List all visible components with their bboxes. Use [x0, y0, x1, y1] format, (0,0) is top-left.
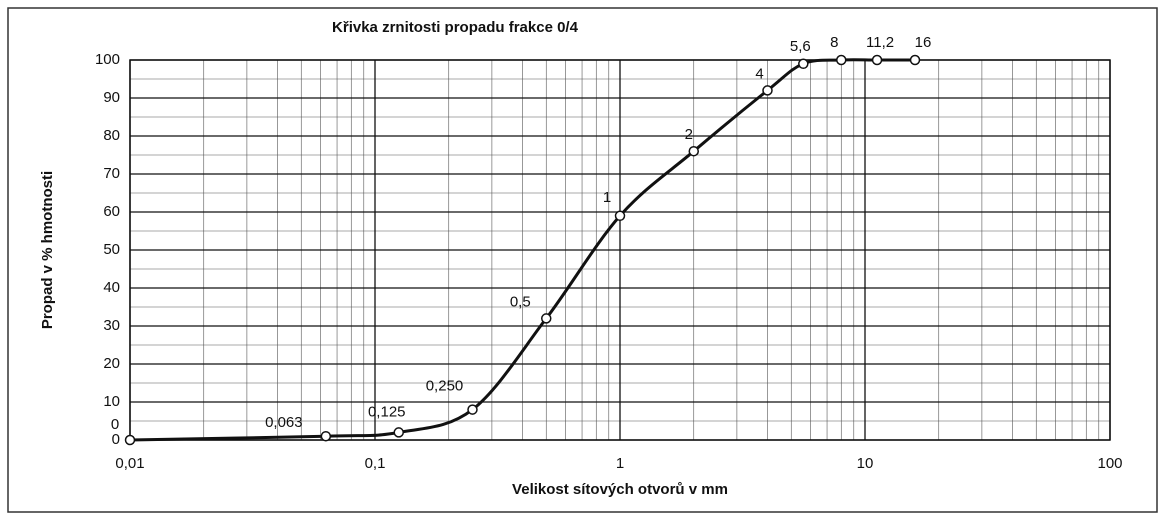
data-point	[467, 404, 478, 415]
y-tick-label: 70	[103, 165, 120, 182]
data-point	[762, 85, 773, 96]
y-tick-label: 30	[103, 317, 120, 334]
point-label: 0,250	[426, 378, 464, 395]
y-tick-label: 100	[95, 51, 120, 68]
point-label: 11,2	[866, 34, 894, 51]
data-point	[124, 434, 136, 446]
point-label: 1	[603, 189, 611, 206]
y-tick-label: 10	[103, 393, 120, 410]
data-point	[320, 430, 332, 442]
chart-title: Křivka zrnitosti propadu frakce 0/4	[332, 19, 579, 36]
y-tick-label: 40	[103, 279, 120, 296]
y-tick-label: 50	[103, 241, 120, 258]
plot-border	[129, 59, 1111, 441]
x-tick-label: 1	[616, 455, 624, 472]
x-tick-label: 10	[857, 455, 874, 472]
point-label: 0,125	[368, 403, 406, 420]
y-tick-label: 60	[103, 203, 120, 220]
point-label: 5,6	[790, 38, 811, 55]
point-label: 0	[111, 416, 119, 433]
data-point	[688, 145, 700, 157]
data-point	[836, 54, 847, 66]
y-tick-label: 80	[103, 127, 120, 144]
data-point	[393, 427, 404, 438]
data-point	[798, 58, 809, 70]
point-label: 2	[685, 126, 693, 143]
point-label: 0,5	[510, 293, 531, 310]
point-label: 0,063	[265, 414, 303, 431]
x-tick-label: 0,1	[365, 455, 386, 472]
x-tick-label: 100	[1097, 455, 1122, 472]
point-label: 16	[915, 34, 932, 51]
frame	[7, 7, 1158, 513]
point-label: 4	[755, 65, 763, 82]
x-axis-label: Velikost sítových otvorů v mm	[512, 481, 728, 498]
data-point	[614, 210, 626, 222]
x-tick-label: 0,01	[115, 455, 144, 472]
data-point	[540, 313, 552, 324]
data-point	[871, 54, 883, 66]
y-tick-label: 0	[112, 431, 120, 448]
y-axis-label: Propad v % hmotnosti	[39, 171, 56, 329]
y-tick-label: 90	[103, 89, 120, 106]
point-label: 8	[830, 34, 838, 51]
y-tick-label: 20	[103, 355, 120, 372]
data-point	[909, 54, 921, 66]
